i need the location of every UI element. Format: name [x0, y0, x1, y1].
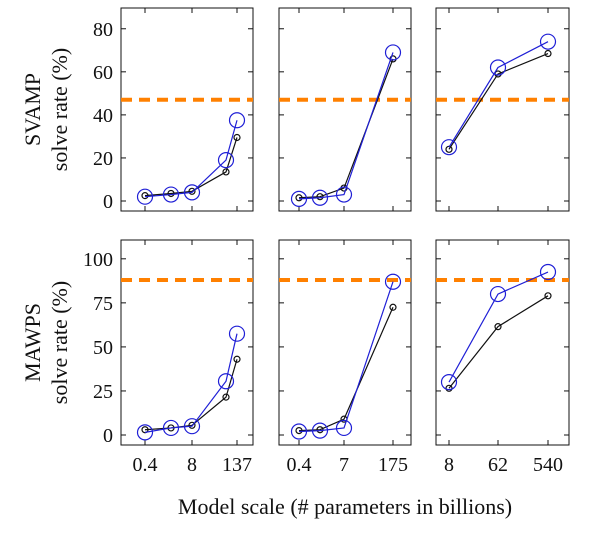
- xtick-label: 8: [444, 454, 454, 476]
- panel-svamp-1-series-2-point: [162, 186, 180, 203]
- ytick-label: 0: [103, 191, 113, 213]
- panel-mawps-2-series-2-point: [290, 423, 308, 440]
- panel-svamp-2-series-2-point: [384, 44, 402, 61]
- panel-svamp-1-series-1-point: [167, 189, 175, 198]
- panel-svamp-1-series-2-point: [136, 188, 154, 205]
- panel-mawps-2-series-2-line: [298, 281, 394, 433]
- panel-svamp-3-series-1-line: [448, 52, 549, 150]
- panel-mawps-2-series-2-point: [311, 422, 329, 439]
- panel-svamp-1-series-1-point: [141, 192, 149, 200]
- panel-svamp-1-series-1-point: [233, 133, 241, 142]
- panel-svamp-2-series-2-point: [311, 189, 329, 206]
- xtick-label: 62: [488, 454, 508, 476]
- row-label-dataset: SVAMP: [20, 73, 45, 146]
- panel-svamp-1-series-1-point: [188, 187, 196, 195]
- row-label-metric: solve rate (%): [47, 281, 72, 404]
- ytick-label: 100: [83, 249, 113, 271]
- panel-svamp-3-series-2-point: [539, 33, 557, 50]
- row-label-dataset: MAWPS: [20, 303, 45, 382]
- ytick-label: 75: [93, 293, 113, 315]
- panel-svamp-2-series-2-point: [335, 186, 353, 203]
- panel-mawps-1-series-2-point: [162, 419, 180, 437]
- panel-svamp-2-series-1-point: [295, 194, 303, 202]
- panel-svamp-2-series-2-line: [298, 52, 394, 200]
- panel-svamp-1-series-1-point: [222, 168, 230, 176]
- panel-mawps-1-series-2-line: [144, 333, 238, 433]
- ytick-label: 60: [93, 62, 113, 84]
- panel-mawps-3-series-1-line: [448, 295, 549, 389]
- panel-svamp-3-frame: [435, 7, 570, 212]
- panel-svamp-2-series-1-point: [316, 193, 324, 201]
- panel-mawps-1-series-1-point: [233, 355, 241, 363]
- xtick-label: 175: [378, 454, 408, 476]
- xtick-label: 0.4: [287, 454, 312, 476]
- panel-mawps-3-series-1-point: [544, 292, 552, 300]
- panel-mawps-2-series-1-point: [295, 426, 303, 435]
- panel-mawps-3-frame: [435, 239, 570, 446]
- panel-mawps-3-series-2-line: [448, 271, 549, 383]
- ytick-label: 80: [93, 19, 113, 41]
- panel-mawps-3-series-1-point: [445, 384, 453, 392]
- row-label-metric: solve rate (%): [47, 48, 72, 171]
- ytick-label: 20: [93, 148, 113, 170]
- panel-svamp-3-series-2-line: [448, 41, 549, 148]
- panel-mawps-1-series-1-point: [141, 426, 149, 434]
- panel-svamp-2-frame: [278, 7, 412, 212]
- xtick-label: 7: [339, 454, 349, 476]
- panel-mawps-3-series-1-point: [494, 323, 502, 331]
- panel-svamp-3-series-2-point: [489, 59, 507, 76]
- panel-svamp-2-series-2-point: [290, 190, 308, 207]
- panel-mawps-1-series-2-point: [217, 373, 235, 390]
- ytick-label: 50: [93, 337, 113, 359]
- xtick-label: 137: [222, 454, 252, 476]
- panel-mawps-2-series-1-line: [298, 307, 394, 432]
- xtick-label: 540: [533, 454, 563, 476]
- panel-svamp-1-frame: [120, 7, 254, 212]
- panel-mawps-3-series-2-point: [440, 374, 458, 391]
- panel-mawps-2-frame: [278, 239, 412, 446]
- x-axis-label: Model scale (# parameters in billions): [178, 494, 512, 519]
- panel-svamp-3-series-1-point: [544, 49, 552, 58]
- panel-svamp-3-series-2-point: [440, 139, 458, 156]
- ytick-label: 0: [103, 425, 113, 447]
- panel-mawps-1-series-2-point: [136, 424, 154, 441]
- panel-mawps-2-series-2-point: [335, 419, 353, 437]
- ytick-label: 25: [93, 381, 113, 403]
- panel-mawps-1-series-2-point: [228, 325, 246, 342]
- xtick-label: 8: [187, 454, 197, 476]
- panel-svamp-1-series-2-point: [217, 151, 235, 169]
- panel-svamp-1-series-2-point: [228, 112, 246, 129]
- panel-svamp-1-series-2-point: [183, 184, 201, 201]
- panel-svamp-2-series-1-line: [298, 58, 394, 199]
- panel-mawps-2-series-1-point: [389, 303, 397, 311]
- xtick-label: 0.4: [133, 454, 158, 476]
- panel-mawps-3-series-2-point: [489, 285, 507, 303]
- panel-mawps-3-series-2-point: [539, 263, 557, 281]
- panel-mawps-1-series-2-point: [183, 418, 201, 435]
- panel-mawps-1-series-1-point: [188, 421, 196, 429]
- ytick-label: 40: [93, 105, 113, 127]
- panel-svamp-1-series-2-line: [144, 120, 238, 198]
- panel-mawps-1-frame: [120, 239, 254, 446]
- panel-mawps-1-series-1-point: [222, 393, 230, 401]
- panel-svamp-1-series-1-line: [144, 137, 238, 197]
- panel-mawps-2-series-2-point: [384, 273, 402, 290]
